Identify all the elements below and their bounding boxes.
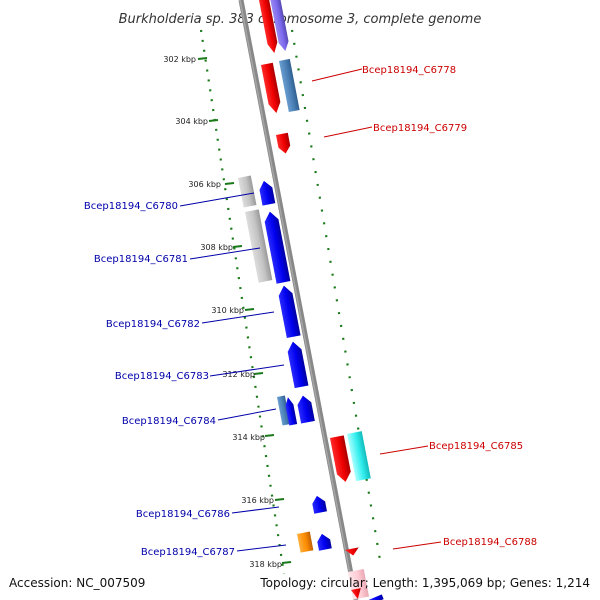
major-tick-318 (281, 561, 292, 564)
gene-feature-bottom-red[interactable] (351, 588, 363, 600)
leader-line-c6779 (323, 126, 373, 138)
inner-tick-ring (199, 29, 286, 575)
major-tick-310 (244, 308, 255, 311)
leader-line-c6785 (379, 445, 429, 455)
gene-label-c6784[interactable]: Bcep18194_C6784 (122, 416, 216, 427)
major-tick-316 (274, 498, 285, 501)
genome-summary-text: Topology: circular; Length: 1,395,069 bp… (259, 576, 590, 590)
gene-feature-c6781-gray[interactable] (245, 209, 273, 283)
gene-feature-top-red[interactable] (259, 0, 279, 54)
genome-backbone (238, 0, 359, 600)
genome-backbone-highlight (239, 0, 356, 600)
gene-feature-c6788[interactable] (345, 547, 360, 557)
gene-feature-c6778-steel[interactable] (279, 58, 300, 113)
outer-tick-ring (290, 29, 382, 561)
tick-label-304: 304 kbp (175, 117, 208, 126)
tick-label-306: 306 kbp (188, 180, 221, 189)
gene-label-c6780[interactable]: Bcep18194_C6780 (84, 201, 178, 212)
major-tick-312 (253, 372, 264, 375)
leader-line-c6782 (201, 311, 275, 324)
leader-line-c6784 (217, 408, 277, 421)
leader-line-c6788 (392, 541, 442, 550)
gene-feature-bottom-blue[interactable] (368, 594, 384, 600)
gene-feature-c6782[interactable] (277, 284, 301, 339)
gene-feature-c6784-blue[interactable] (284, 396, 298, 426)
leader-line-c6786 (231, 506, 280, 514)
gene-feature-top-purple[interactable] (270, 0, 290, 52)
tick-label-308: 308 kbp (200, 243, 233, 252)
map-title: Burkholderia sp. 383 chromosome 3, compl… (119, 12, 482, 27)
tick-label-318: 318 kbp (249, 560, 282, 569)
major-tick-304 (208, 119, 219, 122)
gene-feature-c6786[interactable] (311, 495, 327, 514)
gene-label-c6783[interactable]: Bcep18194_C6783 (115, 371, 209, 382)
leader-line-c6781 (189, 247, 261, 260)
tick-label-316: 316 kbp (241, 496, 274, 505)
gene-feature-c6784-steel[interactable] (277, 395, 291, 426)
gene-label-c6778[interactable]: Bcep18194_C6778 (362, 65, 456, 76)
tick-label-314: 314 kbp (232, 433, 265, 442)
major-tick-306 (224, 182, 235, 185)
gene-label-c6786[interactable]: Bcep18194_C6786 (136, 509, 230, 520)
gene-feature-c6780-gray[interactable] (238, 175, 257, 208)
leader-line-c6780 (179, 192, 255, 207)
gene-feature-c6783[interactable] (286, 340, 309, 389)
gene-feature-c6785-cyan[interactable] (347, 431, 371, 482)
leader-line-c6783 (209, 364, 285, 377)
major-tick-308 (232, 245, 243, 248)
gene-feature-c6780[interactable] (258, 180, 276, 206)
gene-label-c6785[interactable]: Bcep18194_C6785 (429, 441, 523, 452)
leader-line-c6787 (236, 544, 287, 552)
accession-text: Accession: NC_007509 (9, 576, 145, 590)
tick-label-302: 302 kbp (163, 55, 196, 64)
gene-feature-c6778[interactable] (261, 62, 282, 114)
gene-feature-c6787-orange[interactable] (297, 531, 314, 553)
tick-label-310: 310 kbp (211, 306, 244, 315)
gene-label-c6781[interactable]: Bcep18194_C6781 (94, 254, 188, 265)
gene-label-c6787[interactable]: Bcep18194_C6787 (141, 547, 235, 558)
gene-feature-c6779[interactable] (276, 132, 292, 155)
major-tick-314 (264, 434, 275, 437)
tick-label-312: 312 kbp (222, 370, 255, 379)
gene-label-c6782[interactable]: Bcep18194_C6782 (106, 319, 200, 330)
gene-feature-c6787[interactable] (316, 533, 332, 551)
gene-feature-c6784[interactable] (296, 394, 315, 424)
gene-label-c6779[interactable]: Bcep18194_C6779 (373, 123, 467, 134)
gene-feature-c6785[interactable] (330, 435, 352, 483)
gene-label-c6788[interactable]: Bcep18194_C6788 (443, 537, 537, 548)
gene-feature-c6781[interactable] (263, 210, 291, 284)
leader-line-c6778 (311, 68, 363, 82)
major-tick-302 (197, 57, 208, 60)
